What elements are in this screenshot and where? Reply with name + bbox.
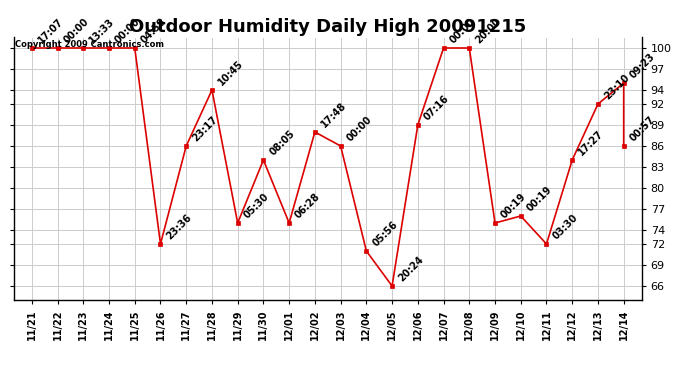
Title: Outdoor Humidity Daily High 20091215: Outdoor Humidity Daily High 20091215 <box>129 18 526 36</box>
Text: 00:19: 00:19 <box>499 191 528 220</box>
Text: 20:00: 20:00 <box>473 16 502 45</box>
Text: 10:45: 10:45 <box>216 58 245 87</box>
Text: 13:33: 13:33 <box>88 16 117 45</box>
Text: 17:07: 17:07 <box>36 16 65 45</box>
Text: 20:24: 20:24 <box>396 254 425 283</box>
Text: 05:30: 05:30 <box>242 191 271 220</box>
Text: 04:58: 04:58 <box>139 16 168 45</box>
Text: 00:19: 00:19 <box>525 184 554 213</box>
Text: 23:10: 23:10 <box>602 72 631 101</box>
Text: 17:48: 17:48 <box>319 100 348 129</box>
Text: 07:16: 07:16 <box>422 93 451 122</box>
Text: Copyright 2009 Cantronics.com: Copyright 2009 Cantronics.com <box>15 40 164 49</box>
Text: 00:00: 00:00 <box>61 16 90 45</box>
Text: 17:27: 17:27 <box>576 128 605 157</box>
Text: 23:36: 23:36 <box>165 212 194 241</box>
Text: 00:57: 00:57 <box>628 114 657 143</box>
Text: 23:17: 23:17 <box>190 114 219 143</box>
Text: 00:00: 00:00 <box>448 16 477 45</box>
Text: 09:23: 09:23 <box>628 51 657 80</box>
Text: 06:28: 06:28 <box>293 191 322 220</box>
Text: 00:00: 00:00 <box>345 114 374 143</box>
Text: 08:05: 08:05 <box>268 128 297 157</box>
Text: 05:56: 05:56 <box>371 219 400 248</box>
Text: 00:00: 00:00 <box>113 16 142 45</box>
Text: 03:30: 03:30 <box>551 212 580 241</box>
